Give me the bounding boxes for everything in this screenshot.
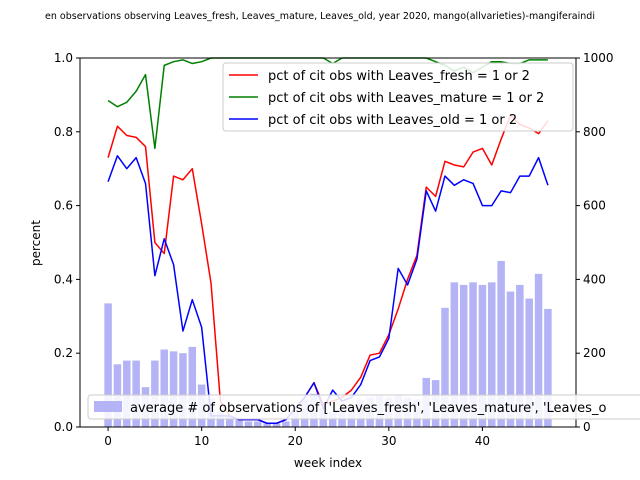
plot-frame [79,57,577,428]
bar [282,421,290,427]
bar [123,360,131,427]
legend-label: pct of cit obs with Leaves_old = 1 or 2 [268,113,517,128]
bar [525,298,533,427]
y-tick-label: 1.0 [54,51,73,65]
y-tick-label: 0.6 [54,199,73,213]
bar [254,421,262,427]
bar [216,412,225,427]
legend-lines: pct of cit obs with Leaves_fresh = 1 or … [222,62,574,132]
bar [179,353,187,427]
y-tick-label: 0.4 [54,272,73,286]
bar [328,412,337,427]
y2-tick-label: 200 [583,346,606,360]
legend-label: pct of cit obs with Leaves_mature = 1 or… [268,91,544,106]
legend-bars: average # of observations of ['Leaves_fr… [87,394,640,420]
y-tick-label: 0.2 [54,346,73,360]
bar [450,282,459,427]
bar [169,351,178,427]
x-tick-label: 30 [381,434,396,448]
bar [441,307,449,427]
bar [132,360,140,427]
legend-label: average # of observations of ['Leaves_fr… [130,401,606,416]
bar [478,284,487,427]
y-axis-left: 0.0 0.2 0.4 0.6 0.8 1.0 [54,51,80,434]
legend-swatch [94,401,122,412]
bar [488,282,496,427]
bar [188,346,197,427]
y-axis-label: percent [29,220,43,266]
y2-tick-label: 800 [583,125,606,139]
y-axis-right: 0 200 400 600 800 1000 [576,51,614,434]
bar [151,360,159,427]
y2-tick-label: 1000 [583,51,614,65]
bar [534,273,543,427]
x-tick-label: 10 [194,434,209,448]
bar [544,308,552,427]
bar [272,423,281,427]
x-axis: 0 10 20 30 40 [104,427,490,448]
x-axis-label: week index [294,456,362,470]
bar [263,423,271,427]
y2-tick-label: 600 [583,199,606,213]
y-tick-label: 0.0 [54,420,73,434]
bar [516,284,524,427]
bar [235,419,243,427]
y2-tick-label: 400 [583,272,606,286]
bar [291,412,299,427]
bar [244,421,253,427]
bar [506,291,515,427]
bar [160,349,168,427]
y2-tick-label: 0 [583,420,591,434]
x-tick-label: 40 [475,434,490,448]
bar [469,282,477,427]
y-tick-label: 0.8 [54,125,73,139]
chart-title: en observations observing Leaves_fresh, … [45,11,595,22]
bar [225,415,234,427]
bar [497,260,505,427]
x-tick-label: 20 [288,434,303,448]
x-tick-label: 0 [104,434,112,448]
bar [104,303,112,427]
bar [459,284,468,427]
legend-label: pct of cit obs with Leaves_fresh = 1 or … [268,69,530,84]
